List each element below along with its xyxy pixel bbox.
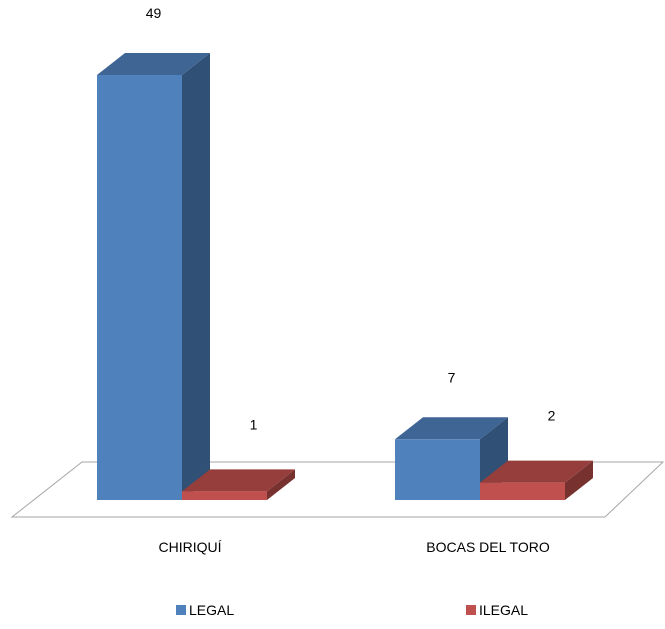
bar-top-face: [182, 469, 295, 492]
bar-top-face: [395, 417, 508, 440]
x-axis-layer: CHIRIQUÍ BOCAS DEL TORO: [159, 539, 550, 555]
x-tick-label-0: CHIRIQUÍ: [159, 539, 222, 555]
bar-side-face: [267, 469, 295, 500]
legend-label: ILEGAL: [479, 602, 528, 618]
bar-top-face: [480, 460, 593, 483]
bar-side-face: [565, 460, 593, 500]
legend-label: LEGAL: [189, 602, 234, 618]
x-tick-label-1: BOCAS DEL TORO: [426, 539, 550, 555]
legend-item-ilegal: ILEGAL: [466, 602, 528, 618]
data-label-ilegal-1: 2: [548, 408, 556, 424]
bar-ilegal-1: [480, 460, 593, 500]
data-label-legal-1: 7: [448, 369, 456, 385]
bar-front-face: [480, 482, 565, 500]
legend-item-legal: LEGAL: [176, 602, 234, 618]
legend-swatch: [176, 605, 186, 615]
data-labels-layer: 49 1 7 2: [146, 5, 556, 432]
bar-top-face: [97, 53, 210, 75]
bar-front-face: [182, 491, 267, 500]
data-label-legal-0: 49: [146, 5, 162, 21]
data-label-ilegal-0: 1: [250, 416, 258, 432]
bars-layer: [97, 53, 593, 500]
bar-front-face: [97, 75, 182, 500]
bar-legal-0: [97, 53, 210, 500]
bar-side-face: [182, 53, 210, 500]
legend: LEGAL ILEGAL: [176, 602, 528, 618]
bar-front-face: [395, 439, 480, 500]
legend-swatch: [466, 605, 476, 615]
bar-ilegal-0: [182, 469, 295, 500]
